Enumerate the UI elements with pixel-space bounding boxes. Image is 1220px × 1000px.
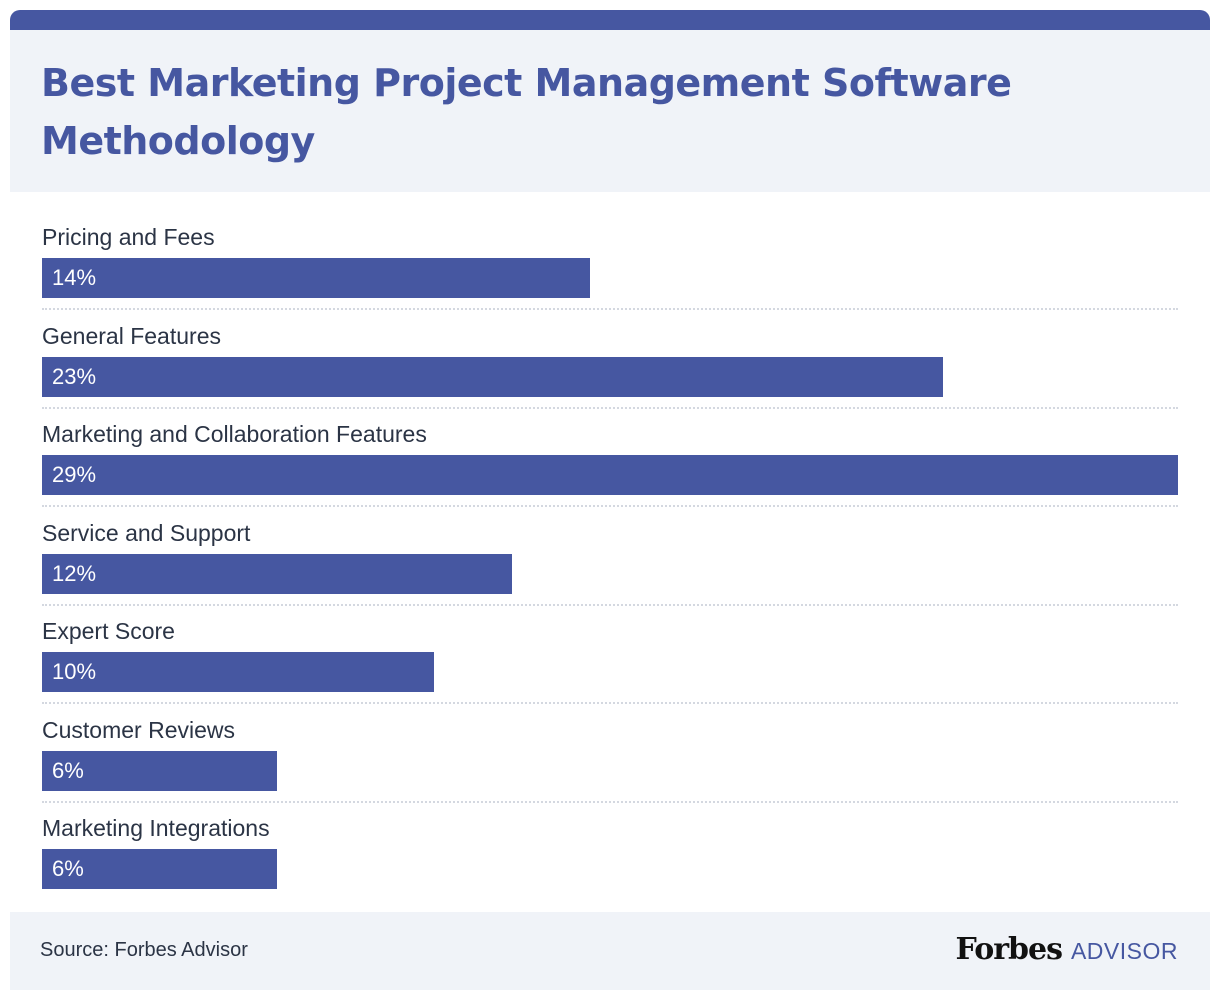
chart-row: General Features 23% [42, 309, 1178, 409]
bar: 23% [42, 356, 943, 397]
header-accent-bar [10, 10, 1210, 30]
logo-forbes-text: Forbes [955, 932, 1063, 967]
chart-row: Expert Score 10% [42, 604, 1178, 704]
row-divider [42, 702, 1178, 704]
row-divider [42, 505, 1178, 507]
chart-row: Pricing and Fees 14% [42, 210, 1178, 310]
row-divider [42, 406, 1178, 409]
bar: 29% [42, 455, 1178, 495]
bar-chart: Pricing and Fees 14% General Features 23% Ma… [42, 210, 1178, 900]
category-label: General Features [42, 322, 221, 349]
bar: 10% [42, 652, 434, 692]
bar: 14% [42, 258, 590, 298]
bar-value-label: 6% [52, 757, 84, 783]
row-divider [42, 308, 1178, 310]
bar-value-label: 14% [52, 265, 97, 290]
category-label: Marketing and Collaboration Features [42, 421, 427, 447]
category-label: Marketing Integrations [42, 815, 270, 841]
bar: 12% [42, 553, 512, 594]
category-label: Customer Reviews [42, 716, 235, 743]
category-label: Pricing and Fees [42, 224, 215, 250]
chart-row: Marketing and Collaboration Features 29% [42, 407, 1178, 507]
chart-header: Best Marketing Project Management Softwa… [10, 10, 1210, 192]
category-label: Expert Score [42, 618, 175, 644]
bar: 6% [42, 750, 277, 791]
bar-value-label: 10% [52, 659, 97, 684]
row-divider [42, 800, 1178, 803]
logo-advisor-text: ADVISOR [1070, 938, 1178, 964]
chart-row: Customer Reviews 6% [42, 703, 1178, 803]
bar: 6% [42, 849, 277, 889]
source-note: Source: Forbes Advisor [40, 939, 248, 961]
row-divider [42, 603, 1178, 606]
chart-row: Service and Support 12% [42, 506, 1178, 606]
chart-footer: Source: Forbes Advisor Forbes ADVISOR [10, 912, 1210, 990]
bar-value-label: 12% [52, 560, 97, 586]
bar-value-label: 23% [52, 363, 97, 389]
category-label: Service and Support [42, 519, 251, 546]
forbes-advisor-logo: Forbes ADVISOR [956, 932, 1178, 967]
bar-value-label: 6% [52, 856, 84, 881]
chart-title: Best Marketing Project Management Softwa… [41, 61, 1012, 163]
bar-value-label: 29% [52, 462, 97, 487]
chart-row: Marketing Integrations 6% [42, 801, 1178, 899]
